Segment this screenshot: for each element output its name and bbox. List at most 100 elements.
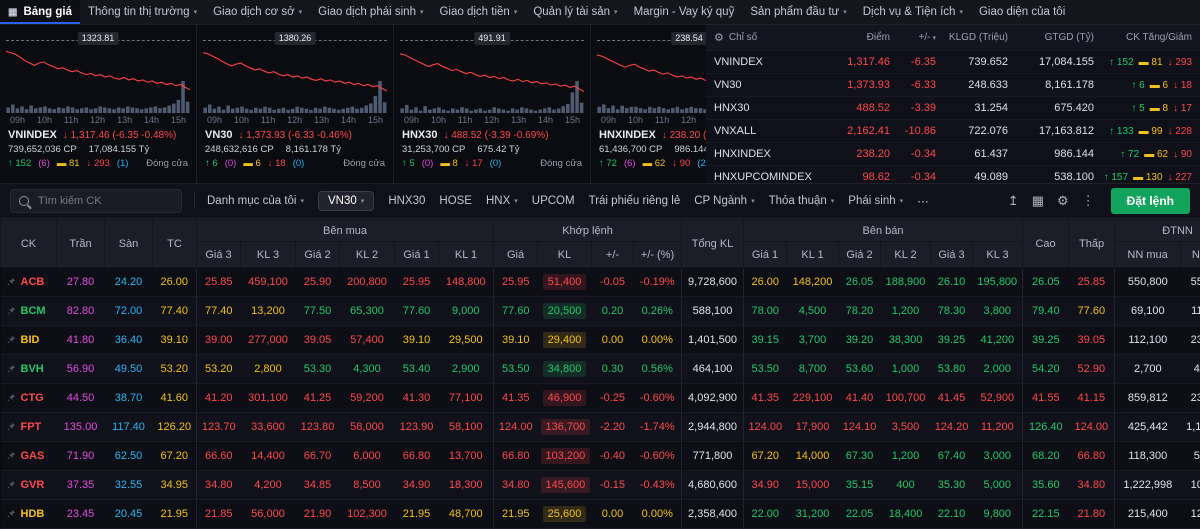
watchlist-tab[interactable]: CP Ngành ▾ [694,195,754,207]
buy-vol-2-cell[interactable]: 102,300 [340,500,395,529]
sell-price-2-cell[interactable]: 35.15 [839,471,881,500]
export-icon[interactable]: ↥ [1008,193,1019,209]
buy-price-2-cell[interactable]: 77.50 [296,297,340,326]
change-cell[interactable]: 0.30 [592,355,634,384]
total-vol-cell[interactable]: 464,100 [682,355,744,384]
foreign-sell-cell[interactable]: 116,600 [1181,297,1200,326]
sell-price-1-cell[interactable]: 78.00 [744,297,787,326]
low-cell[interactable]: 21.80 [1069,500,1115,529]
sell-price-3-cell[interactable]: 41.45 [931,384,973,413]
col-total-volume[interactable]: Tổng KL [682,220,744,268]
buy-price-3-cell[interactable]: 41.20 [197,384,241,413]
match-price-cell[interactable]: 53.50 [494,355,538,384]
col-buy-price-1[interactable]: Giá 1 [395,242,439,268]
buy-price-3-cell[interactable]: 77.40 [197,297,241,326]
high-cell[interactable]: 26.05 [1023,268,1069,297]
match-vol-cell[interactable]: 103,200 [538,442,592,471]
foreign-sell-cell[interactable]: 57,700 [1181,442,1200,471]
buy-vol-2-cell[interactable]: 57,400 [340,326,395,355]
sell-price-2-cell[interactable]: 39.20 [839,326,881,355]
high-cell[interactable]: 41.55 [1023,384,1069,413]
reference-cell[interactable]: 77.40 [153,297,197,326]
watchlist-tab[interactable]: HNX30 [388,195,425,207]
match-vol-cell[interactable]: 20,500 [538,297,592,326]
sell-price-1-cell[interactable]: 22.00 [744,500,787,529]
buy-vol-2-cell[interactable]: 6,000 [340,442,395,471]
topnav-item[interactable]: Quản lý tài sản ▾ [525,0,625,24]
high-cell[interactable]: 39.25 [1023,326,1069,355]
reference-cell[interactable]: 126.20 [153,413,197,442]
floor-cell[interactable]: 117.40 [105,413,153,442]
pin-icon[interactable] [7,451,16,460]
stock-symbol-cell[interactable]: ACB [1,268,57,297]
ceiling-cell[interactable]: 82.80 [57,297,105,326]
low-cell[interactable]: 124.00 [1069,413,1115,442]
buy-vol-1-cell[interactable]: 9,000 [439,297,494,326]
buy-price-3-cell[interactable]: 53.20 [197,355,241,384]
sell-price-1-cell[interactable]: 124.00 [744,413,787,442]
sell-price-2-cell[interactable]: 78.20 [839,297,881,326]
topnav-item[interactable]: Sản phẩm đầu tư ▾ [742,0,854,24]
ceiling-cell[interactable]: 56.90 [57,355,105,384]
sell-price-3-cell[interactable]: 53.80 [931,355,973,384]
sell-vol-3-cell[interactable]: 3,800 [973,297,1023,326]
sell-price-3-cell[interactable]: 124.20 [931,413,973,442]
col-ck[interactable]: CK [1,220,57,268]
buy-price-3-cell[interactable]: 21.85 [197,500,241,529]
change-pct-cell[interactable]: 0.00% [634,500,682,529]
foreign-sell-cell[interactable]: 100,600 [1181,471,1200,500]
topnav-item[interactable]: Giao dịch cơ sở ▾ [205,0,310,24]
col-high[interactable]: Cao [1023,220,1069,268]
sell-vol-2-cell[interactable]: 100,700 [881,384,931,413]
change-cell[interactable]: -0.25 [592,384,634,413]
sell-vol-3-cell[interactable]: 52,900 [973,384,1023,413]
watchlist-tab[interactable]: HOSE [439,195,472,207]
buy-vol-2-cell[interactable]: 65,300 [340,297,395,326]
col-points[interactable]: Điểm [826,32,890,43]
sell-vol-2-cell[interactable]: 1,200 [881,297,931,326]
foreign-sell-cell[interactable]: 231,000 [1181,384,1200,413]
pin-icon[interactable] [7,306,16,315]
col-buy-price-2[interactable]: Giá 2 [296,242,340,268]
total-vol-cell[interactable]: 588,100 [682,297,744,326]
sell-vol-3-cell[interactable]: 9,800 [973,500,1023,529]
watchlist-tab[interactable]: HNX ▾ [486,195,518,207]
reference-cell[interactable]: 39.10 [153,326,197,355]
buy-vol-2-cell[interactable]: 4,300 [340,355,395,384]
sell-vol-3-cell[interactable]: 11,200 [973,413,1023,442]
col-klgd[interactable]: KLGD (Triệu) [936,32,1008,43]
sell-vol-3-cell[interactable]: 2,000 [973,355,1023,384]
buy-vol-3-cell[interactable]: 33,600 [241,413,296,442]
match-price-cell[interactable]: 124.00 [494,413,538,442]
sell-vol-3-cell[interactable]: 3,000 [973,442,1023,471]
index-table-row[interactable]: HNXINDEX 238.20 -0.34 61.437 986.144 ↑ 7… [706,143,1200,166]
high-cell[interactable]: 68.20 [1023,442,1069,471]
topnav-item[interactable]: Thông tin thị trường ▾ [80,0,205,24]
buy-price-1-cell[interactable]: 41.30 [395,384,439,413]
col-change[interactable]: +/- [592,242,634,268]
buy-vol-3-cell[interactable]: 4,200 [241,471,296,500]
pin-icon[interactable] [7,277,16,286]
col-low[interactable]: Thấp [1069,220,1115,268]
reference-cell[interactable]: 67.20 [153,442,197,471]
total-vol-cell[interactable]: 9,728,600 [682,268,744,297]
buy-vol-1-cell[interactable]: 2,900 [439,355,494,384]
foreign-sell-cell[interactable]: 234,500 [1181,326,1200,355]
place-order-button[interactable]: Đặt lệnh [1111,188,1190,214]
foreign-buy-cell[interactable]: 215,400 [1115,500,1181,529]
watchlist-tab[interactable]: Thỏa thuận ▾ [769,195,835,207]
total-vol-cell[interactable]: 2,358,400 [682,500,744,529]
buy-price-1-cell[interactable]: 34.90 [395,471,439,500]
match-vol-cell[interactable]: 145,600 [538,471,592,500]
match-price-cell[interactable]: 21.95 [494,500,538,529]
buy-price-1-cell[interactable]: 77.60 [395,297,439,326]
ceiling-cell[interactable]: 71.90 [57,442,105,471]
col-index-name[interactable]: Chỉ số [729,32,757,43]
buy-price-1-cell[interactable]: 123.90 [395,413,439,442]
low-cell[interactable]: 39.05 [1069,326,1115,355]
buy-vol-2-cell[interactable]: 200,800 [340,268,395,297]
topnav-item[interactable]: Giao dịch tiền ▾ [431,0,525,24]
